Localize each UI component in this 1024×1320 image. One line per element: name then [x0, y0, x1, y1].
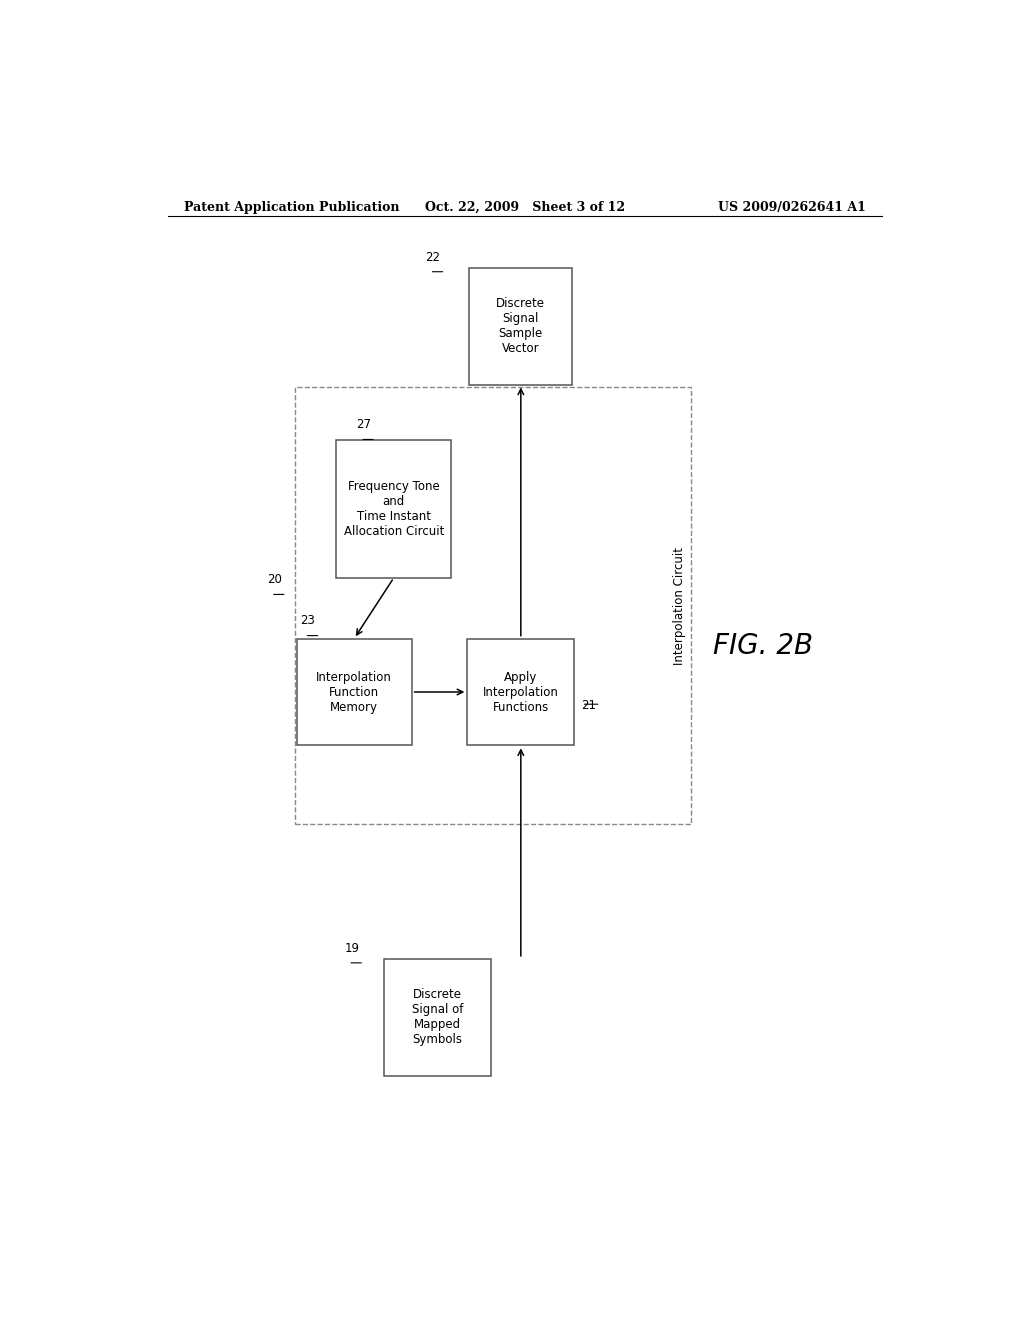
Bar	[467, 639, 574, 746]
Text: FIG. 2B: FIG. 2B	[713, 632, 813, 660]
Text: Patent Application Publication: Patent Application Publication	[183, 201, 399, 214]
Text: 20: 20	[267, 573, 282, 586]
Text: 27: 27	[356, 418, 371, 432]
Bar	[297, 639, 412, 746]
Text: 21: 21	[581, 700, 596, 713]
Text: 19: 19	[344, 941, 359, 954]
Text: Discrete
Signal of
Mapped
Symbols: Discrete Signal of Mapped Symbols	[412, 989, 463, 1047]
Bar	[336, 441, 452, 578]
Text: Apply
Interpolation
Functions: Apply Interpolation Functions	[483, 671, 559, 714]
Bar	[384, 958, 492, 1076]
Text: Discrete
Signal
Sample
Vector: Discrete Signal Sample Vector	[497, 297, 546, 355]
Text: 22: 22	[426, 251, 440, 264]
Bar	[469, 268, 572, 384]
Text: Interpolation Circuit: Interpolation Circuit	[673, 546, 686, 664]
Text: 23: 23	[301, 615, 315, 627]
Text: Interpolation
Function
Memory: Interpolation Function Memory	[316, 671, 392, 714]
Bar	[295, 387, 691, 824]
Text: US 2009/0262641 A1: US 2009/0262641 A1	[718, 201, 866, 214]
Text: Frequency Tone
and
Time Instant
Allocation Circuit: Frequency Tone and Time Instant Allocati…	[344, 480, 444, 539]
Text: Oct. 22, 2009   Sheet 3 of 12: Oct. 22, 2009 Sheet 3 of 12	[425, 201, 625, 214]
